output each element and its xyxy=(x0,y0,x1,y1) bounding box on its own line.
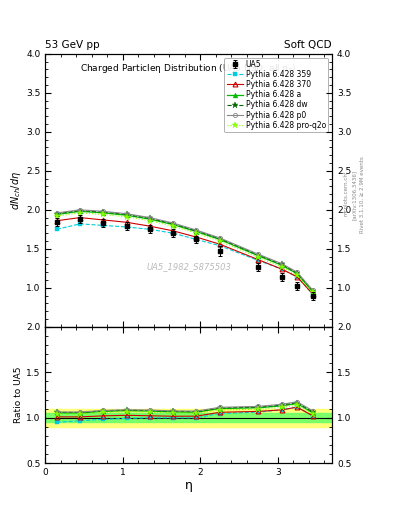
Pythia 6.428 359 xyxy=(78,221,83,227)
Pythia 6.428 a xyxy=(310,289,315,295)
Y-axis label: $dN_{ch}/d\eta$: $dN_{ch}/d\eta$ xyxy=(9,170,23,210)
Line: Pythia 6.428 370: Pythia 6.428 370 xyxy=(54,215,315,296)
Pythia 6.428 a xyxy=(55,211,59,218)
Pythia 6.428 370 xyxy=(124,219,129,225)
Pythia 6.428 p0 xyxy=(171,220,176,226)
Pythia 6.428 359 xyxy=(147,226,152,232)
Pythia 6.428 dw xyxy=(147,216,152,222)
Text: Charged Particleη Distribution (UA5 NSD, all p$_T$): Charged Particleη Distribution (UA5 NSD,… xyxy=(80,62,297,75)
Y-axis label: Ratio to UA5: Ratio to UA5 xyxy=(14,367,23,423)
Pythia 6.428 pro-q2o xyxy=(295,272,299,279)
Pythia 6.428 370 xyxy=(279,266,284,272)
Pythia 6.428 pro-q2o xyxy=(171,223,176,229)
Pythia 6.428 370 xyxy=(295,274,299,280)
Pythia 6.428 dw xyxy=(124,211,129,218)
Legend: UA5, Pythia 6.428 359, Pythia 6.428 370, Pythia 6.428 a, Pythia 6.428 dw, Pythia: UA5, Pythia 6.428 359, Pythia 6.428 370,… xyxy=(224,57,328,132)
Pythia 6.428 pro-q2o xyxy=(101,211,106,218)
Pythia 6.428 370 xyxy=(217,241,222,247)
Pythia 6.428 359 xyxy=(217,243,222,249)
Text: mcplots.cern.ch: mcplots.cern.ch xyxy=(344,173,349,217)
Pythia 6.428 370 xyxy=(101,217,106,223)
Pythia 6.428 a xyxy=(171,222,176,228)
Pythia 6.428 pro-q2o xyxy=(78,210,83,216)
Pythia 6.428 p0 xyxy=(147,215,152,221)
Line: Pythia 6.428 dw: Pythia 6.428 dw xyxy=(54,207,316,294)
Pythia 6.428 dw xyxy=(310,288,315,294)
Pythia 6.428 dw xyxy=(194,228,199,234)
Bar xyxy=(45,413,332,422)
Pythia 6.428 a xyxy=(124,212,129,218)
Pythia 6.428 p0 xyxy=(124,210,129,217)
Pythia 6.428 p0 xyxy=(279,261,284,267)
Text: Soft QCD: Soft QCD xyxy=(285,40,332,50)
Pythia 6.428 359 xyxy=(55,226,59,232)
Pythia 6.428 a xyxy=(101,210,106,216)
Text: Rivet 3.1.10, ≥ 2.9M events: Rivet 3.1.10, ≥ 2.9M events xyxy=(360,156,365,233)
Pythia 6.428 359 xyxy=(171,230,176,236)
Pythia 6.428 359 xyxy=(101,222,106,228)
Pythia 6.428 370 xyxy=(310,291,315,297)
Pythia 6.428 a xyxy=(256,253,261,259)
Text: 53 GeV pp: 53 GeV pp xyxy=(45,40,100,50)
X-axis label: η: η xyxy=(185,479,193,492)
Pythia 6.428 370 xyxy=(147,223,152,229)
Pythia 6.428 pro-q2o xyxy=(55,213,59,219)
Pythia 6.428 a xyxy=(147,216,152,222)
Text: [arXiv:1306.3436]: [arXiv:1306.3436] xyxy=(352,169,357,220)
Pythia 6.428 dw xyxy=(217,236,222,242)
Line: Pythia 6.428 pro-q2o: Pythia 6.428 pro-q2o xyxy=(54,210,316,295)
Line: Pythia 6.428 359: Pythia 6.428 359 xyxy=(55,222,315,296)
Pythia 6.428 dw xyxy=(171,221,176,227)
Pythia 6.428 370 xyxy=(55,218,59,224)
Pythia 6.428 pro-q2o xyxy=(256,254,261,261)
Pythia 6.428 359 xyxy=(279,266,284,272)
Pythia 6.428 p0 xyxy=(295,269,299,275)
Line: Pythia 6.428 p0: Pythia 6.428 p0 xyxy=(55,208,315,292)
Pythia 6.428 pro-q2o xyxy=(279,264,284,270)
Pythia 6.428 p0 xyxy=(310,287,315,293)
Pythia 6.428 359 xyxy=(124,224,129,230)
Pythia 6.428 359 xyxy=(256,258,261,264)
Pythia 6.428 370 xyxy=(194,234,199,240)
Text: UA5_1982_S875503: UA5_1982_S875503 xyxy=(146,262,231,271)
Pythia 6.428 370 xyxy=(256,257,261,263)
Pythia 6.428 359 xyxy=(310,291,315,297)
Pythia 6.428 370 xyxy=(171,228,176,234)
Pythia 6.428 dw xyxy=(78,207,83,214)
Pythia 6.428 pro-q2o xyxy=(217,238,222,244)
Pythia 6.428 p0 xyxy=(101,208,106,215)
Pythia 6.428 dw xyxy=(101,209,106,215)
Pythia 6.428 359 xyxy=(295,274,299,280)
Pythia 6.428 359 xyxy=(194,237,199,243)
Pythia 6.428 dw xyxy=(55,210,59,217)
Pythia 6.428 a xyxy=(217,237,222,243)
Bar xyxy=(45,409,332,427)
Pythia 6.428 p0 xyxy=(217,235,222,241)
Pythia 6.428 dw xyxy=(256,252,261,258)
Line: Pythia 6.428 a: Pythia 6.428 a xyxy=(54,209,315,294)
Pythia 6.428 370 xyxy=(78,215,83,221)
Pythia 6.428 a xyxy=(295,271,299,277)
Pythia 6.428 p0 xyxy=(256,251,261,258)
Pythia 6.428 dw xyxy=(295,270,299,276)
Pythia 6.428 pro-q2o xyxy=(124,214,129,220)
Pythia 6.428 dw xyxy=(279,261,284,267)
Pythia 6.428 a xyxy=(78,208,83,215)
Pythia 6.428 pro-q2o xyxy=(194,230,199,236)
Pythia 6.428 pro-q2o xyxy=(310,289,315,295)
Pythia 6.428 a xyxy=(279,262,284,268)
Pythia 6.428 pro-q2o xyxy=(147,218,152,224)
Pythia 6.428 a xyxy=(194,228,199,234)
Pythia 6.428 p0 xyxy=(194,227,199,233)
Pythia 6.428 p0 xyxy=(55,210,59,216)
Pythia 6.428 p0 xyxy=(78,207,83,213)
